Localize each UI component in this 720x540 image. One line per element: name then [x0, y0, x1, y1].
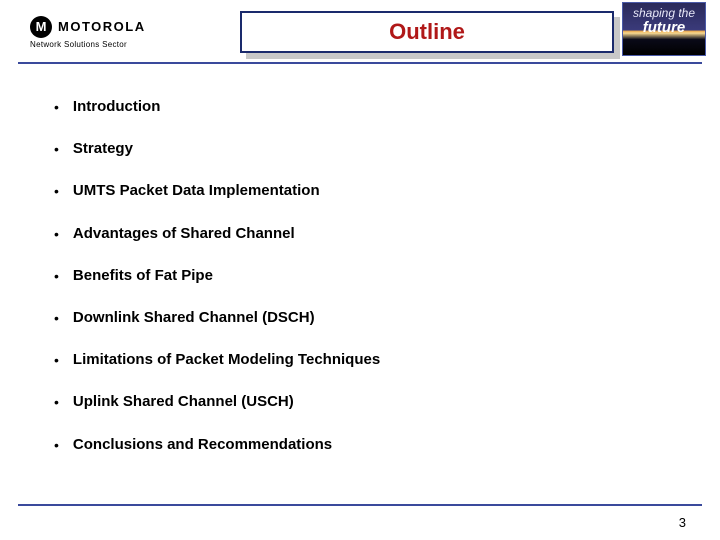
- logo-wordmark: MOTOROLA: [58, 19, 146, 34]
- list-item: • Introduction: [54, 98, 690, 116]
- slide-title: Outline: [389, 19, 465, 45]
- list-item: • UMTS Packet Data Implementation: [54, 182, 690, 200]
- logo-row: M MOTOROLA: [30, 16, 146, 38]
- list-item: • Advantages of Shared Channel: [54, 225, 690, 243]
- bullet-icon: •: [54, 140, 59, 158]
- bullet-icon: •: [54, 393, 59, 411]
- title-container: Outline: [240, 11, 614, 53]
- bullet-text: Strategy: [73, 140, 133, 157]
- logo-m-glyph: M: [36, 19, 47, 34]
- list-item: • Conclusions and Recommendations: [54, 436, 690, 454]
- outline-list: • Introduction • Strategy • UMTS Packet …: [54, 98, 690, 454]
- list-item: • Strategy: [54, 140, 690, 158]
- list-item: • Uplink Shared Channel (USCH): [54, 393, 690, 411]
- slide-content: • Introduction • Strategy • UMTS Packet …: [0, 64, 720, 488]
- list-item: • Downlink Shared Channel (DSCH): [54, 309, 690, 327]
- bullet-icon: •: [54, 309, 59, 327]
- campaign-badge: shaping the future: [622, 2, 706, 56]
- bullet-icon: •: [54, 436, 59, 454]
- company-logo-block: M MOTOROLA Network Solutions Sector: [30, 16, 200, 49]
- bullet-text: UMTS Packet Data Implementation: [73, 182, 320, 199]
- bullet-text: Downlink Shared Channel (DSCH): [73, 309, 315, 326]
- motorola-batwing-icon: M: [30, 16, 52, 38]
- divider-bottom: [18, 504, 702, 506]
- bullet-text: Benefits of Fat Pipe: [73, 267, 213, 284]
- logo-subtitle: Network Solutions Sector: [30, 40, 127, 49]
- bullet-icon: •: [54, 98, 59, 116]
- title-box: Outline: [240, 11, 614, 53]
- page-number: 3: [679, 515, 686, 530]
- bullet-text: Uplink Shared Channel (USCH): [73, 393, 294, 410]
- bullet-icon: •: [54, 182, 59, 200]
- list-item: • Benefits of Fat Pipe: [54, 267, 690, 285]
- bullet-text: Limitations of Packet Modeling Technique…: [73, 351, 380, 368]
- slide-header: M MOTOROLA Network Solutions Sector Outl…: [0, 0, 720, 62]
- bullet-icon: •: [54, 225, 59, 243]
- bullet-text: Advantages of Shared Channel: [73, 225, 295, 242]
- badge-line2: future: [643, 20, 686, 35]
- bullet-icon: •: [54, 267, 59, 285]
- list-item: • Limitations of Packet Modeling Techniq…: [54, 351, 690, 369]
- bullet-text: Introduction: [73, 98, 160, 115]
- bullet-icon: •: [54, 351, 59, 369]
- bullet-text: Conclusions and Recommendations: [73, 436, 332, 453]
